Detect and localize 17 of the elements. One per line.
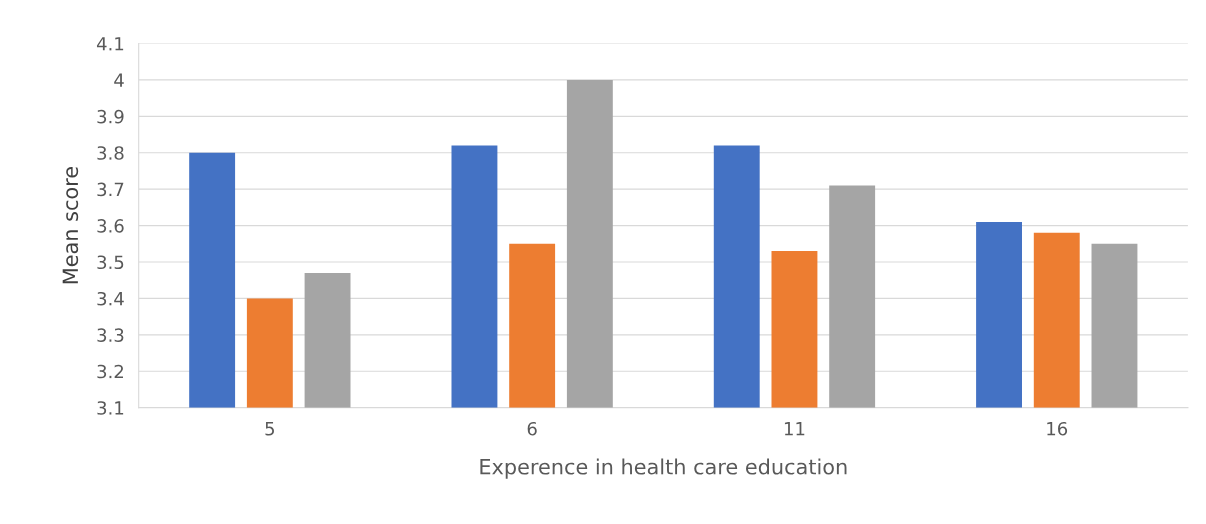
- y-tick-label: 3.6: [97, 219, 124, 233]
- x-tick-label: 11: [784, 422, 805, 436]
- y-tick-label: 3.4: [97, 291, 124, 306]
- y-tick-label: 4.1: [96, 37, 124, 51]
- x-axis-title: Experence in health care education: [480, 458, 847, 479]
- y-tick-label: 3.9: [97, 109, 124, 124]
- y-tick-label: 3.1: [97, 401, 124, 415]
- y-tick-label: 3.5: [97, 255, 124, 270]
- y-tick-label: 3.2: [97, 364, 123, 379]
- y-tick-label: 3.8: [97, 146, 124, 160]
- y-tick-label: 4: [114, 73, 124, 87]
- y-tick-label: 3.3: [97, 328, 124, 342]
- x-tick-label: 16: [1047, 421, 1068, 436]
- y-tick-label: 3.7: [97, 182, 124, 197]
- y-axis-title: Mean score: [62, 167, 79, 284]
- x-tick-label: 6: [527, 421, 537, 436]
- x-tick-label: 5: [265, 422, 275, 436]
